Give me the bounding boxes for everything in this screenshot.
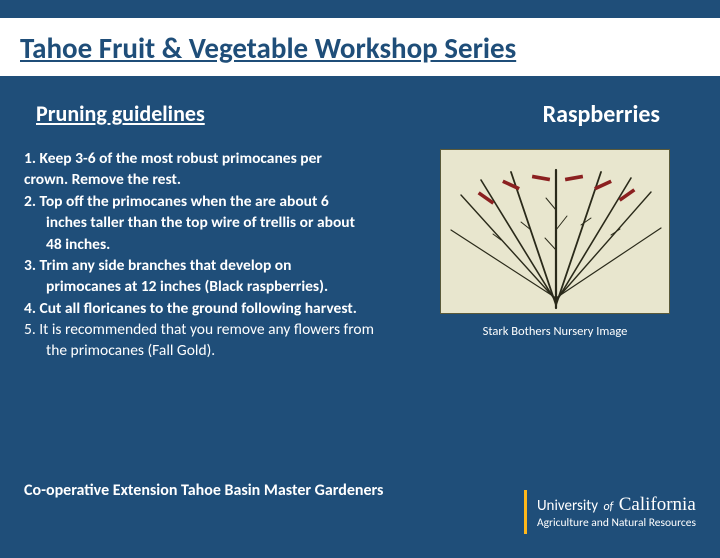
logo-line1: University of California <box>537 495 696 515</box>
guideline-4: 4. Cut all floricanes to the ground foll… <box>24 299 420 318</box>
logo-line2: Agriculture and Natural Resources <box>537 517 696 529</box>
logo-bar <box>524 490 527 534</box>
logo-of: of <box>603 500 613 514</box>
page-title: Tahoe Fruit & Vegetable Workshop Series <box>0 18 720 76</box>
guideline-1a: 1. Keep 3-6 of the most robust primocane… <box>24 149 420 168</box>
guideline-5a: 5. It is recommended that you remove any… <box>24 320 420 339</box>
logo-california: California <box>619 494 696 515</box>
guideline-3b: primocanes at 12 inches (Black raspberri… <box>24 277 420 296</box>
figure: Stark Bothers Nursery Image <box>440 149 670 363</box>
pruning-diagram <box>440 149 670 314</box>
guidelines-list: 1. Keep 3-6 of the most robust primocane… <box>0 149 420 363</box>
logo-university: University <box>537 497 598 515</box>
guideline-5b: the primocanes (Fall Gold). <box>24 341 420 360</box>
figure-caption: Stark Bothers Nursery Image <box>440 324 670 339</box>
content-row: 1. Keep 3-6 of the most robust primocane… <box>0 149 720 363</box>
guideline-2b: inches taller than the top wire of trell… <box>24 213 420 232</box>
guideline-2a: 2. Top off the primocanes when the are a… <box>24 192 420 211</box>
guideline-1b: crown. Remove the rest. <box>24 170 420 189</box>
footer-text: Co-operative Extension Tahoe Basin Maste… <box>24 481 383 500</box>
uc-logo: University of California Agriculture and… <box>524 490 696 534</box>
logo-text: University of California Agriculture and… <box>537 495 696 529</box>
guideline-2c: 48 inches. <box>24 235 420 254</box>
topic-heading: Raspberries <box>543 100 660 129</box>
guideline-3a: 3. Trim any side branches that develop o… <box>24 256 420 275</box>
diagram-svg <box>441 150 671 315</box>
